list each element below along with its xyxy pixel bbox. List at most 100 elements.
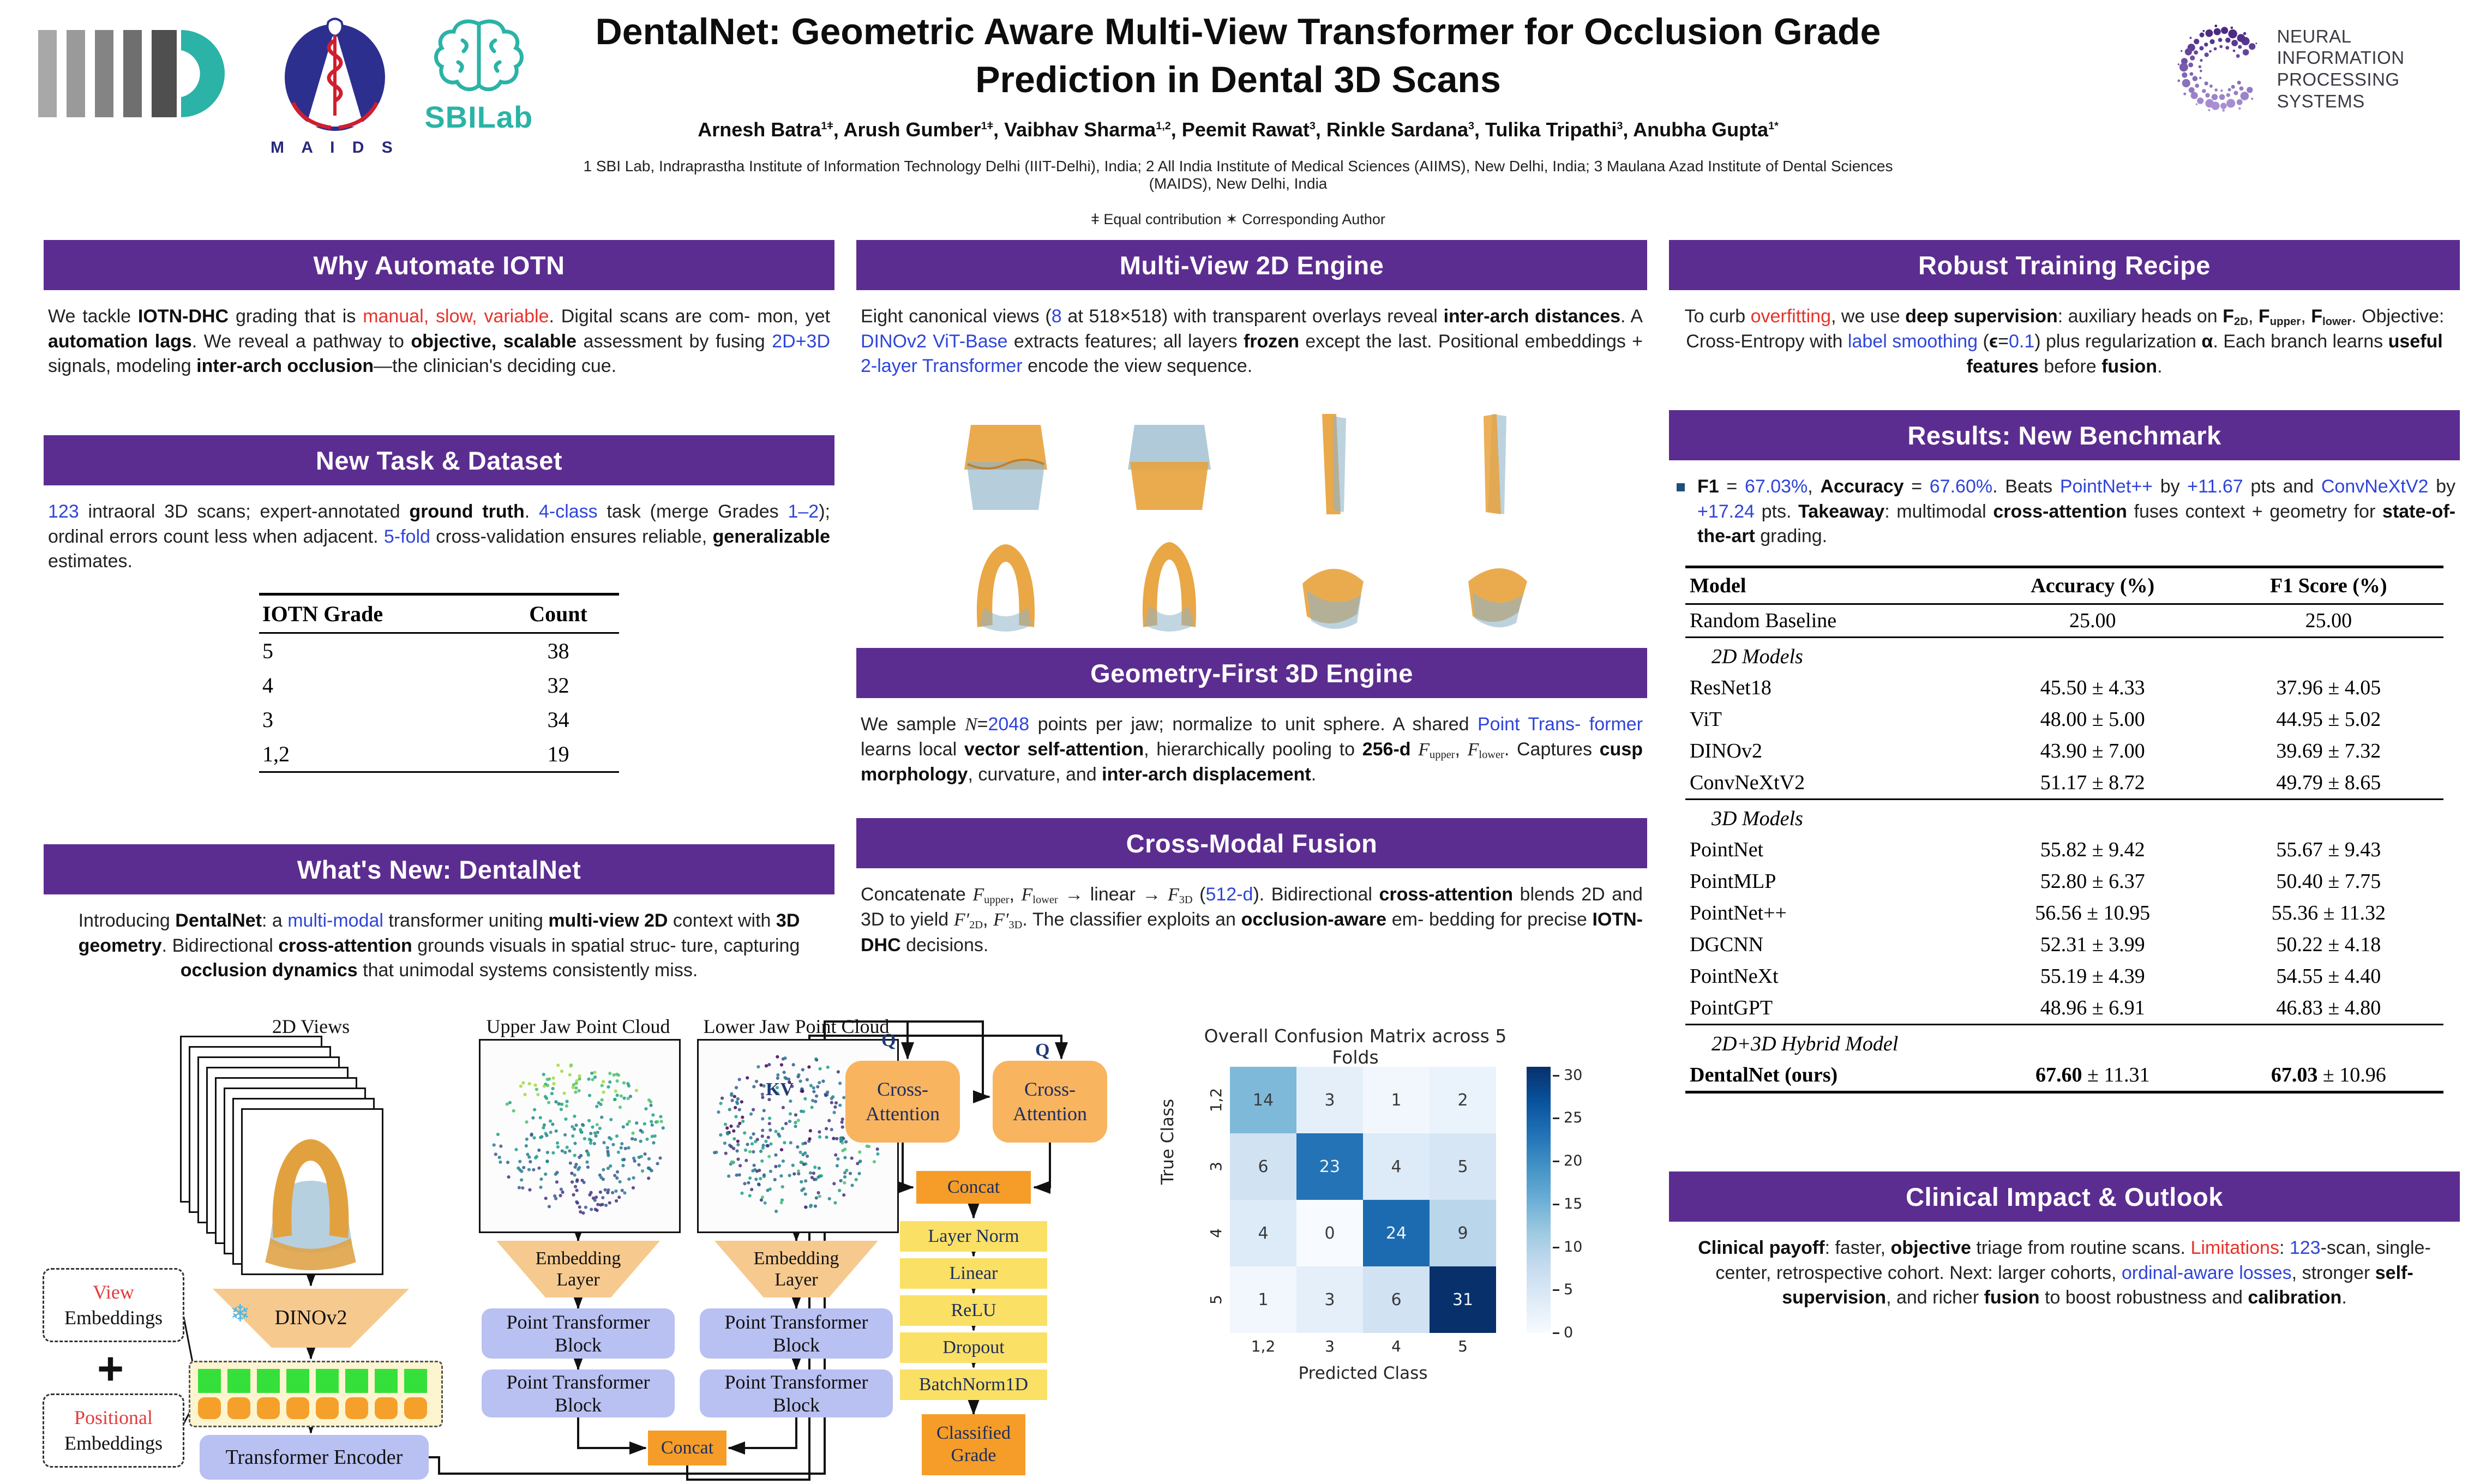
confusion-matrix-grid: 14 3 1 2 6 23 4 5 4 0 24 9 1 3 6 31 xyxy=(1230,1067,1496,1333)
results-row: PointGPT 48.96 ± 6.91 46.83 ± 4.80 xyxy=(1685,992,2443,1025)
results-row: PointNet 55.82 ± 9.42 55.67 ± 9.43 xyxy=(1685,834,2443,866)
confusion-matrix-figure: Overall Confusion Matrix across 5 Folds … xyxy=(1148,1021,1666,1482)
results-model-cell: PointMLP xyxy=(1690,869,1776,893)
cm-cell-true-3-pred-5: 5 xyxy=(1430,1133,1496,1200)
maids-logo: M A I D S xyxy=(271,16,399,157)
ptb-label: Point Transformer Block xyxy=(724,1311,868,1356)
section-header-training-recipe: Robust Training Recipe xyxy=(1669,240,2460,290)
classified-grade-label1: Classified xyxy=(936,1423,1011,1444)
cross-attention-label1: Cross- xyxy=(1024,1078,1076,1100)
views-stack-label: 2D Views xyxy=(272,1016,350,1037)
section-header-clinical-impact: Clinical Impact & Outlook xyxy=(1669,1171,2460,1222)
view-embeddings-word2: Embeddings xyxy=(64,1307,163,1329)
contribution-footnote: ǂ Equal contribution ✶ Corresponding Aut… xyxy=(1091,211,1385,227)
results-f1-cell: 55.67 ± 9.43 xyxy=(2276,838,2381,861)
section-header-multiview-2d: Multi-View 2D Engine xyxy=(856,240,1647,290)
section-new-task-dataset: New Task & Dataset 123 intraoral 3D scan… xyxy=(44,435,834,773)
title-block: DentalNet: Geometric Aware Multi-View Tr… xyxy=(551,8,1925,228)
token-strip xyxy=(189,1361,443,1427)
authors-line: Arnesh Batra1ǂ, Arush Gumber1ǂ, Vaibhav … xyxy=(698,118,1779,141)
cross-modal-body: Concatenate Fupper, Flower → linear → F3… xyxy=(861,884,1643,956)
section-why-automate-iotn: Why Automate IOTN We tackle IOTN-DHC gra… xyxy=(44,240,834,379)
cm-cell-true-4-pred-4: 24 xyxy=(1363,1200,1430,1266)
brain-icon xyxy=(434,19,524,92)
cm-cell-true-5-pred-5: 31 xyxy=(1430,1266,1496,1333)
cm-colorbar-tick: 25 xyxy=(1553,1110,1582,1126)
iiitd-logo xyxy=(33,16,245,131)
positional-embeddings-word1: Positional xyxy=(74,1407,153,1429)
confusion-matrix-colorbar xyxy=(1527,1067,1551,1333)
iotn-grade-cell: 1,2 xyxy=(262,741,290,766)
results-model-cell: ResNet18 xyxy=(1690,676,1772,699)
cm-cell-true-1,2-pred-3: 3 xyxy=(1296,1067,1363,1133)
fusion-layer-relu: ReLU xyxy=(900,1295,1047,1326)
ptb-label: Point Transformer Block xyxy=(724,1371,868,1416)
results-model-cell: PointGPT xyxy=(1690,996,1773,1019)
dental-view-front xyxy=(927,408,1085,520)
poster-title-line1: DentalNet: Geometric Aware Multi-View Tr… xyxy=(595,11,1881,52)
sbilab-logo-label: SBILab xyxy=(424,100,533,134)
upper-jaw-pointcloud-image xyxy=(492,1064,665,1215)
results-accuracy-cell: 67.60 ± 11.31 xyxy=(2035,1063,2150,1086)
transformer-encoder-label: Transformer Encoder xyxy=(225,1446,403,1469)
confusion-matrix-col-labels: 1,2 3 4 5 xyxy=(1230,1337,1496,1355)
confusion-matrix-title: Overall Confusion Matrix across 5 Folds xyxy=(1204,1025,1507,1068)
upper-ptb1: Point Transformer Block xyxy=(482,1308,675,1359)
results-final-row: DentalNet (ours) 67.60 ± 11.31 67.03 ± 10.… xyxy=(1685,1059,2443,1092)
results-col-accuracy: Accuracy (%) xyxy=(2031,574,2155,597)
view-token xyxy=(345,1369,368,1393)
iotn-count-cell: 19 xyxy=(547,741,569,766)
dental-view-arch xyxy=(927,525,1085,637)
classified-grade-label2: Grade xyxy=(951,1445,996,1465)
why-automate-body: We tackle IOTN-DHC grading that is manua… xyxy=(48,306,830,377)
frozen-snowflake-icon: ❄ xyxy=(230,1300,250,1327)
section-clinical-impact: Clinical Impact & Outlook Clinical payof… xyxy=(1669,1171,2460,1311)
embedding-layer-label1: Embedding xyxy=(753,1248,839,1269)
cm-cell-true-1,2-pred-4: 1 xyxy=(1363,1067,1430,1133)
results-f1-cell: 25.00 xyxy=(2305,609,2352,632)
cross-attention-right: Cross- Attention xyxy=(993,1061,1107,1143)
results-accuracy-cell: 43.90 ± 7.00 xyxy=(2040,739,2145,762)
cm-cell-true-3-pred-3: 23 xyxy=(1296,1133,1363,1200)
results-accuracy-cell: 52.80 ± 6.37 xyxy=(2040,869,2145,893)
poster-title: DentalNet: Geometric Aware Multi-View Tr… xyxy=(551,8,1925,104)
results-row: ResNet18 45.50 ± 4.33 37.96 ± 4.05 xyxy=(1685,672,2443,704)
results-header-row: Model Accuracy (%) F1 Score (%) xyxy=(1685,567,2443,604)
lower-ptb2: Point Transformer Block xyxy=(700,1369,893,1417)
iotn-grade-cell: 4 xyxy=(262,672,273,698)
section-title: What's New: DentalNet xyxy=(297,855,581,884)
results-group-label: 2D+3D Hybrid Model xyxy=(1712,1032,1899,1055)
results-f1-cell: 44.95 ± 5.02 xyxy=(2276,707,2381,731)
results-group-label: 3D Models xyxy=(1712,807,1803,830)
results-f1-cell: 49.79 ± 8.65 xyxy=(2276,771,2381,794)
cross-attention-label2: Attention xyxy=(866,1103,940,1125)
confusion-matrix-ylabel: True Class xyxy=(1158,1098,1178,1185)
section-multiview-2d: Multi-View 2D Engine Eight canonical vie… xyxy=(856,240,1647,379)
view-token xyxy=(316,1369,339,1393)
plus-sign: + xyxy=(97,1343,124,1394)
maids-logo-label: M A I D S xyxy=(271,139,399,157)
results-row: ConvNeXtV2 51.17 ± 8.72 49.79 ± 8.65 xyxy=(1685,767,2443,800)
results-model-cell: DentalNet (ours) xyxy=(1690,1063,1838,1086)
fusion-layer-batchnorm1d: BatchNorm1D xyxy=(900,1369,1047,1400)
cross-attention-left: Cross- Attention xyxy=(845,1061,960,1143)
results-accuracy-cell: 52.31 ± 3.99 xyxy=(2040,933,2145,956)
iotn-row: 1,2 19 xyxy=(259,737,619,772)
results-row: PointMLP 52.80 ± 6.37 50.40 ± 7.75 xyxy=(1685,866,2443,897)
section-title: Clinical Impact & Outlook xyxy=(1906,1182,2223,1211)
section-whats-new: What's New: DentalNet Introducing Dental… xyxy=(44,844,834,983)
multiview-2d-body: Eight canonical views (8 at 518×518) wit… xyxy=(861,306,1643,377)
classified-grade-box: Classified Grade xyxy=(922,1414,1025,1475)
results-row: PointNeXt 55.19 ± 4.39 54.55 ± 4.40 xyxy=(1685,960,2443,992)
results-f1-cell: 50.22 ± 4.18 xyxy=(2276,933,2381,956)
positional-token xyxy=(375,1397,398,1419)
confusion-matrix-row-labels: 1,2 3 4 5 xyxy=(1205,1067,1227,1333)
section-header-results-benchmark: Results: New Benchmark xyxy=(1669,410,2460,460)
positional-token xyxy=(198,1397,221,1419)
upper-jaw-pointcloud xyxy=(479,1039,681,1233)
results-model-cell: PointNeXt xyxy=(1690,964,1779,988)
upper-jaw-label: Upper Jaw Point Cloud xyxy=(486,1016,670,1037)
cm-colorbar-tick: 30 xyxy=(1553,1067,1582,1083)
iotn-col-count: Count xyxy=(529,601,587,626)
